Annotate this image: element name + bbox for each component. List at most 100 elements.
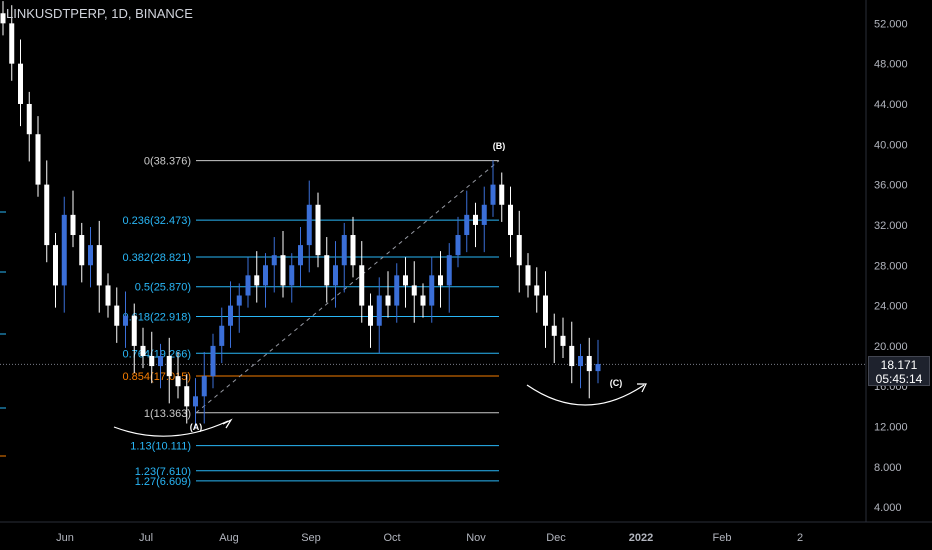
time-tick-label: Oct <box>383 532 400 544</box>
candle-body <box>131 315 137 346</box>
candle-body <box>490 184 496 205</box>
candle-body <box>70 214 76 236</box>
candle-body <box>499 184 505 205</box>
price-tick-label: 44.000 <box>874 99 908 111</box>
fib-level-label: 1(13.363) <box>144 408 191 420</box>
fib-level-label: 1.23(7.610) <box>135 466 191 478</box>
candle-body <box>158 355 163 367</box>
candle-body <box>481 204 487 225</box>
bar-countdown: 05:45:14 <box>875 372 923 386</box>
candle-body <box>315 204 321 256</box>
candle-body <box>18 63 23 104</box>
wave-c-arrowhead <box>637 383 647 393</box>
candle-body <box>289 265 295 286</box>
fib-level-label: 0.5(25.870) <box>135 282 191 294</box>
price-tick-label: 32.000 <box>874 220 908 232</box>
time-tick-label: 2 <box>797 532 803 544</box>
candle-body <box>79 235 85 266</box>
fib-level-label: 0.618(22.918) <box>123 311 192 323</box>
candle-body <box>534 285 540 296</box>
candle-body <box>271 255 277 266</box>
candle-body <box>280 255 286 286</box>
candle-body <box>341 235 347 266</box>
candle-body <box>473 214 478 225</box>
price-tick-label: 8.000 <box>874 462 902 474</box>
time-tick-label: Jul <box>139 532 153 544</box>
candle-body <box>105 285 111 306</box>
time-tick-label: Aug <box>219 532 239 544</box>
wave-annotations[interactable]: (A) (B) (C) <box>113 141 647 437</box>
price-tick-label: 28.000 <box>874 260 908 272</box>
candle-body <box>61 214 67 286</box>
fib-level-label: 1.13(10.111) <box>130 441 191 453</box>
wave-label: (C) <box>610 378 623 388</box>
candle-body <box>438 275 443 286</box>
candle-body <box>88 245 93 266</box>
candle-body <box>149 355 155 367</box>
candlestick-series <box>0 1 601 429</box>
candle-body <box>44 184 50 246</box>
last-price-value: 18.171 <box>880 358 918 372</box>
wave-label: (B) <box>493 141 506 151</box>
candle-body <box>333 265 338 286</box>
candle-body <box>175 376 181 387</box>
candle-body <box>420 295 426 306</box>
candle-body <box>263 265 268 286</box>
candle-body <box>123 315 128 326</box>
candle-body <box>578 355 583 367</box>
candle-body <box>245 275 251 296</box>
candle-body <box>586 355 592 372</box>
candle-body <box>306 204 312 246</box>
candle-body <box>551 325 557 336</box>
candle-body <box>560 335 566 346</box>
candle-body <box>446 255 452 286</box>
candle-body <box>525 265 531 286</box>
candle-body <box>376 295 382 326</box>
candle-body <box>394 275 400 306</box>
candle-body <box>508 204 513 236</box>
wave-c-arc <box>526 384 645 406</box>
candle-body <box>324 255 330 286</box>
candle-body <box>193 396 198 407</box>
time-tick-label: Sep <box>301 532 321 544</box>
time-tick-label: 2022 <box>629 532 653 544</box>
fib-level-label: 1.27(6.609) <box>135 476 191 488</box>
candle-body <box>228 305 233 326</box>
candle-body <box>114 305 120 326</box>
time-tick-label: Jun <box>56 532 74 544</box>
candle-body <box>9 23 15 64</box>
price-tick-label: 4.000 <box>874 502 902 514</box>
candle-body <box>140 345 146 356</box>
candle-body <box>385 295 391 306</box>
candle-body <box>298 245 303 266</box>
time-tick-label: Feb <box>713 532 732 544</box>
candle-body <box>35 134 41 185</box>
fib-trend-line <box>195 160 500 414</box>
wave-a-arc <box>113 420 229 437</box>
price-tick-label: 24.000 <box>874 301 908 313</box>
candle-body <box>254 275 260 286</box>
candle-body <box>96 245 102 286</box>
price-axis[interactable]: 4.0008.00012.00016.00020.00024.00028.000… <box>865 0 908 522</box>
price-tick-label: 40.000 <box>874 139 908 151</box>
last-price-tag: 18.171 05:45:14 <box>868 356 930 386</box>
symbol-title: LINKUSDTPERP, 1D, BINANCE <box>6 6 193 21</box>
candle-body <box>166 355 172 377</box>
candle-body <box>53 245 58 286</box>
grid-lines <box>0 211 866 457</box>
candle-body <box>464 214 470 236</box>
candle-body <box>26 103 32 135</box>
candle-body <box>569 345 575 367</box>
price-tick-label: 12.000 <box>874 422 908 434</box>
price-tick-label: 52.000 <box>874 18 908 30</box>
candle-body <box>201 376 207 397</box>
candle-body <box>403 275 408 286</box>
time-axis[interactable]: Jun Jul Aug Sep Oct Nov Dec 2022 Feb 2 <box>0 521 932 544</box>
candle-body <box>543 295 548 326</box>
candle-body <box>219 325 225 346</box>
wave-a-arrowhead <box>222 418 233 429</box>
fib-level-label: 0.236(32.473) <box>123 215 192 227</box>
candle-body <box>516 235 522 266</box>
candle-body <box>455 235 461 256</box>
